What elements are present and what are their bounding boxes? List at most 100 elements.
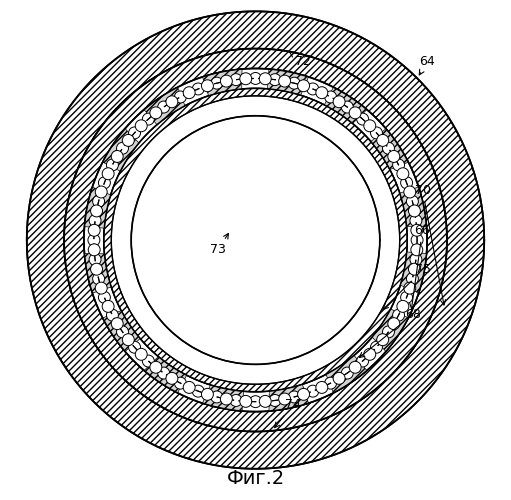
Circle shape bbox=[383, 142, 394, 154]
PathPatch shape bbox=[104, 88, 407, 392]
Circle shape bbox=[406, 196, 419, 207]
PathPatch shape bbox=[400, 252, 427, 293]
Circle shape bbox=[201, 80, 214, 92]
Circle shape bbox=[183, 382, 195, 394]
Circle shape bbox=[383, 326, 394, 338]
Circle shape bbox=[158, 367, 170, 379]
Circle shape bbox=[410, 254, 422, 266]
Circle shape bbox=[370, 127, 382, 139]
Circle shape bbox=[357, 355, 368, 367]
Text: 74: 74 bbox=[275, 398, 301, 428]
PathPatch shape bbox=[103, 128, 139, 171]
Circle shape bbox=[135, 348, 147, 360]
Circle shape bbox=[307, 385, 319, 397]
PathPatch shape bbox=[267, 69, 309, 96]
Text: 68: 68 bbox=[359, 308, 421, 358]
Circle shape bbox=[92, 273, 105, 284]
Circle shape bbox=[122, 134, 134, 146]
Circle shape bbox=[357, 113, 368, 125]
PathPatch shape bbox=[144, 87, 185, 124]
Circle shape bbox=[364, 348, 376, 360]
Circle shape bbox=[324, 91, 337, 103]
Circle shape bbox=[388, 150, 400, 162]
Circle shape bbox=[278, 75, 291, 87]
Circle shape bbox=[307, 83, 319, 95]
Circle shape bbox=[377, 334, 389, 345]
Circle shape bbox=[150, 362, 162, 373]
Text: 66: 66 bbox=[410, 224, 430, 308]
Circle shape bbox=[249, 396, 262, 407]
Circle shape bbox=[408, 263, 421, 275]
Circle shape bbox=[410, 214, 422, 226]
Circle shape bbox=[117, 142, 128, 154]
Circle shape bbox=[92, 196, 105, 207]
Circle shape bbox=[401, 177, 412, 188]
Text: 70: 70 bbox=[414, 184, 446, 305]
Circle shape bbox=[278, 393, 291, 405]
Circle shape bbox=[117, 326, 128, 338]
PathPatch shape bbox=[27, 12, 484, 469]
Circle shape bbox=[377, 134, 389, 146]
Circle shape bbox=[192, 83, 204, 95]
Circle shape bbox=[102, 168, 114, 179]
Text: 72: 72 bbox=[290, 52, 311, 68]
Circle shape bbox=[316, 86, 328, 99]
Text: 64: 64 bbox=[420, 54, 435, 75]
PathPatch shape bbox=[202, 385, 244, 411]
Circle shape bbox=[333, 372, 345, 384]
Circle shape bbox=[240, 73, 252, 85]
Circle shape bbox=[88, 234, 100, 246]
Circle shape bbox=[397, 300, 409, 312]
PathPatch shape bbox=[202, 69, 242, 96]
Circle shape bbox=[404, 282, 416, 294]
Circle shape bbox=[111, 150, 123, 162]
PathPatch shape bbox=[144, 356, 187, 393]
Circle shape bbox=[89, 214, 101, 226]
Circle shape bbox=[183, 86, 195, 99]
Circle shape bbox=[341, 367, 353, 379]
Circle shape bbox=[106, 309, 119, 321]
Circle shape bbox=[408, 205, 421, 217]
Circle shape bbox=[220, 75, 233, 87]
PathPatch shape bbox=[103, 310, 140, 352]
PathPatch shape bbox=[84, 187, 111, 228]
Circle shape bbox=[220, 393, 233, 405]
Circle shape bbox=[90, 205, 103, 217]
Circle shape bbox=[102, 300, 114, 312]
Circle shape bbox=[150, 107, 162, 119]
Circle shape bbox=[95, 186, 107, 198]
Circle shape bbox=[158, 101, 170, 113]
Circle shape bbox=[406, 273, 419, 284]
PathPatch shape bbox=[269, 384, 309, 411]
Circle shape bbox=[288, 77, 300, 89]
Circle shape bbox=[211, 391, 223, 403]
Circle shape bbox=[324, 377, 337, 389]
PathPatch shape bbox=[372, 309, 408, 352]
Circle shape bbox=[297, 80, 310, 92]
Circle shape bbox=[135, 120, 147, 132]
Circle shape bbox=[411, 234, 423, 246]
Circle shape bbox=[288, 391, 300, 403]
Circle shape bbox=[230, 394, 242, 406]
Circle shape bbox=[166, 96, 178, 108]
Circle shape bbox=[143, 113, 154, 125]
Circle shape bbox=[95, 282, 107, 294]
Circle shape bbox=[364, 120, 376, 132]
Circle shape bbox=[89, 254, 101, 266]
Circle shape bbox=[99, 292, 110, 304]
Circle shape bbox=[269, 394, 281, 406]
Circle shape bbox=[106, 159, 119, 171]
PathPatch shape bbox=[84, 68, 427, 412]
Circle shape bbox=[259, 73, 271, 85]
Circle shape bbox=[349, 362, 361, 373]
Circle shape bbox=[88, 224, 100, 236]
Circle shape bbox=[131, 116, 380, 364]
PathPatch shape bbox=[324, 87, 367, 124]
PathPatch shape bbox=[84, 254, 111, 293]
Text: 73: 73 bbox=[210, 234, 228, 256]
Circle shape bbox=[174, 91, 187, 103]
Circle shape bbox=[349, 107, 361, 119]
Text: Фиг.2: Фиг.2 bbox=[226, 469, 285, 488]
Circle shape bbox=[392, 159, 405, 171]
Circle shape bbox=[333, 96, 345, 108]
